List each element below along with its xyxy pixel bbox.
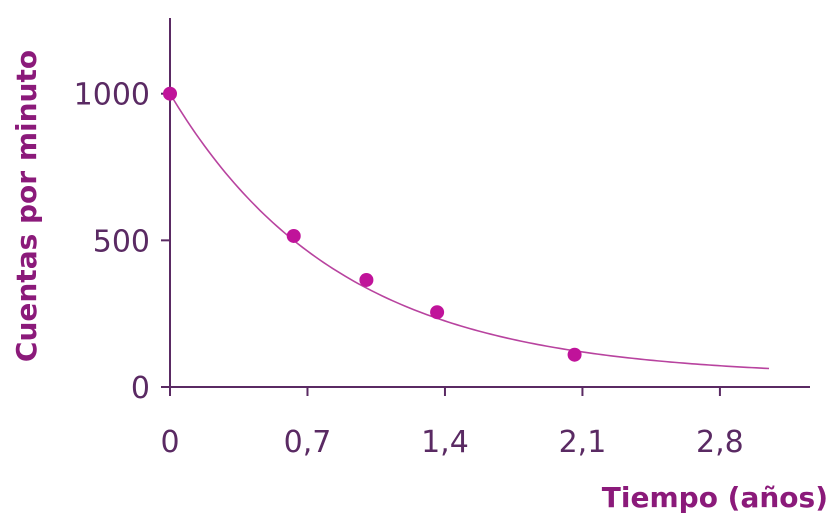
data-points: [163, 86, 582, 362]
x-tick-label: 1,4: [421, 425, 469, 460]
data-point: [163, 86, 177, 101]
data-point: [567, 347, 582, 362]
y-axis-title: Cuentas por minuto: [10, 50, 43, 362]
x-ticks: 0 0,7 1,4 2,1 2,8: [160, 387, 744, 460]
data-point: [430, 305, 445, 320]
x-tick-label: 0: [160, 425, 179, 460]
data-point: [286, 228, 301, 243]
data-point: [359, 272, 374, 287]
y-tick-label: 1000: [74, 78, 150, 113]
x-tick-label: 2,1: [559, 425, 607, 460]
x-axis-title: Tiempo (años): [602, 481, 828, 514]
y-tick-label: 0: [131, 371, 150, 406]
y-tick-label: 500: [93, 224, 150, 259]
x-tick-label: 2,8: [696, 425, 744, 460]
exponential-fit-curve: [169, 93, 770, 370]
y-ticks: 0 500 1000: [74, 78, 170, 406]
chart-axes: [162, 18, 810, 388]
x-tick-label: 0,7: [284, 425, 332, 460]
